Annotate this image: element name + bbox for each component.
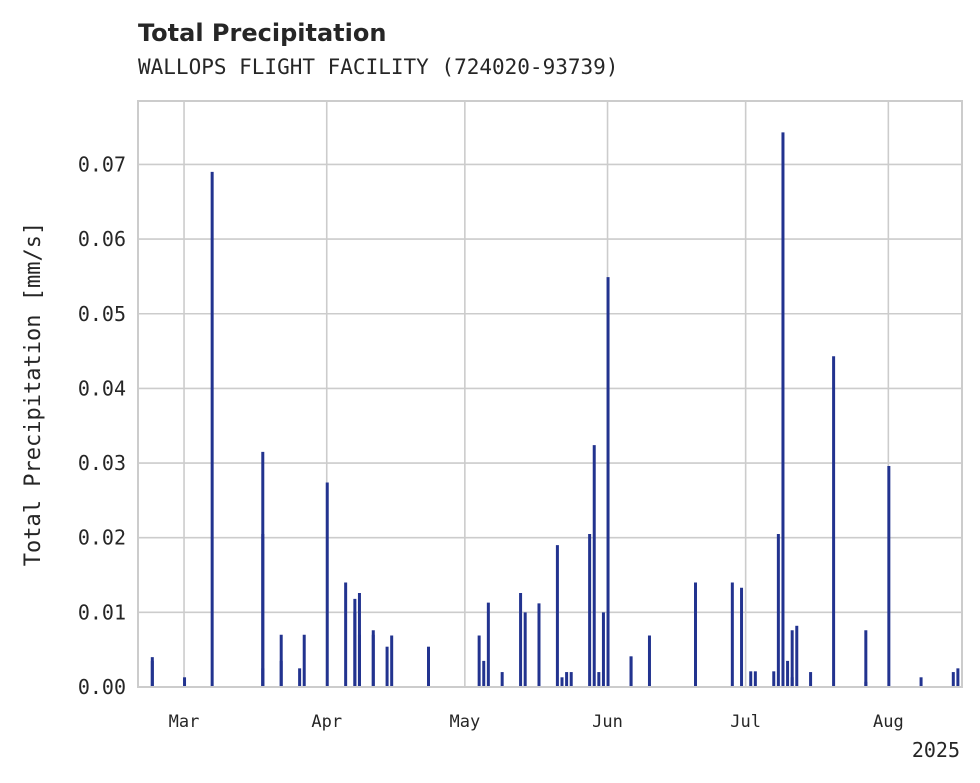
x-tick-label: Jul xyxy=(730,712,761,732)
y-tick-label: 0.01 xyxy=(78,600,126,624)
chart-title: Total Precipitation xyxy=(138,19,386,47)
x-tick-label: Aug xyxy=(873,712,904,732)
y-tick-label: 0.04 xyxy=(78,376,126,400)
precipitation-bars xyxy=(150,132,960,687)
y-axis-label: Total Precipitation [mm/s] xyxy=(21,222,46,566)
y-tick-label: 0.02 xyxy=(78,526,126,550)
y-tick-label: 0.03 xyxy=(78,451,126,475)
y-tick-label: 0.00 xyxy=(78,675,126,699)
x-tick-label: Apr xyxy=(311,712,342,732)
y-axis-ticks: 0.00 0.01 0.02 0.03 0.04 0.05 0.06 0.07 xyxy=(78,152,126,699)
y-tick-label: 0.05 xyxy=(78,302,126,326)
y-tick-label: 0.06 xyxy=(78,227,126,251)
x-tick-label: Jun xyxy=(592,712,623,732)
plot-frame xyxy=(137,100,963,688)
x-tick-label: May xyxy=(449,712,480,732)
chart-subtitle: WALLOPS FLIGHT FACILITY (724020-93739) xyxy=(138,55,618,79)
x-axis-year-label: 2025 xyxy=(912,738,960,762)
y-tick-label: 0.07 xyxy=(78,152,126,176)
x-tick-label: Mar xyxy=(169,712,200,732)
x-axis-ticks: Mar Apr May Jun Jul Aug xyxy=(169,712,904,732)
